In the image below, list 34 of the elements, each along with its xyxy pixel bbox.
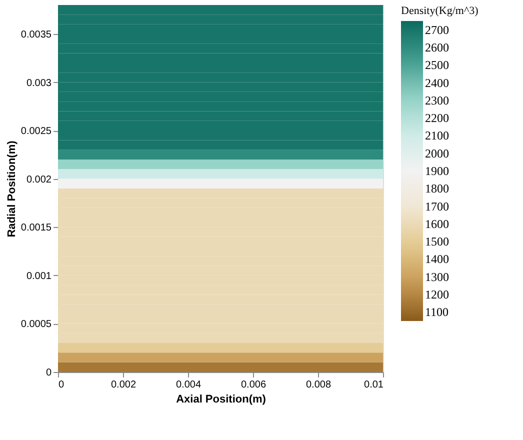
y-tick-label: 0.002 (26, 174, 52, 186)
x-tick-label: 0.01 (364, 380, 384, 390)
color-bar-label: 1500 (425, 234, 449, 249)
color-bar-label: 1200 (425, 288, 449, 302)
color-bar-label: 1400 (425, 252, 449, 266)
y-tick-label: 0.0005 (20, 319, 52, 330)
x-tick-label: 0.008 (306, 380, 332, 390)
color-bar-label: 2700 (425, 22, 449, 37)
color-bar-label: 1800 (425, 182, 449, 196)
y-tick-label: 0 (46, 368, 52, 378)
x-axis-title: Axial Position(m) (176, 394, 266, 406)
y-tick-label: 0.001 (26, 270, 52, 282)
y-tick-label: 0.003 (26, 78, 52, 89)
color-bar-label: 2100 (425, 128, 449, 143)
color-bar-label: 2200 (425, 111, 449, 126)
x-tick-label: 0.002 (110, 380, 136, 390)
y-axis-title: Radial Position(m) (6, 140, 18, 238)
color-bar-label: 1900 (425, 164, 449, 178)
color-bar-label: 2400 (425, 76, 449, 90)
y-tick-label: 0.0025 (20, 126, 52, 138)
color-bar-label: 1100 (425, 305, 449, 320)
color-bar-label: 1600 (425, 216, 449, 231)
y-tick-label: 0.0015 (20, 222, 52, 234)
x-tick-label: 0 (58, 380, 64, 390)
color-bar-label: 1300 (425, 270, 449, 284)
color-bar-title: Density(Kg/m^3) (401, 5, 479, 17)
color-bar-label: 2500 (425, 58, 449, 72)
y-tick-label: 0.0035 (20, 29, 52, 40)
color-bar-label: 2000 (425, 146, 449, 160)
x-tick-label: 0.004 (176, 380, 202, 390)
color-bar-label: 1700 (425, 199, 449, 214)
color-bar-label: 2300 (425, 93, 449, 108)
color-bar-label: 2600 (425, 40, 449, 54)
x-tick-label: 0.006 (240, 380, 266, 390)
